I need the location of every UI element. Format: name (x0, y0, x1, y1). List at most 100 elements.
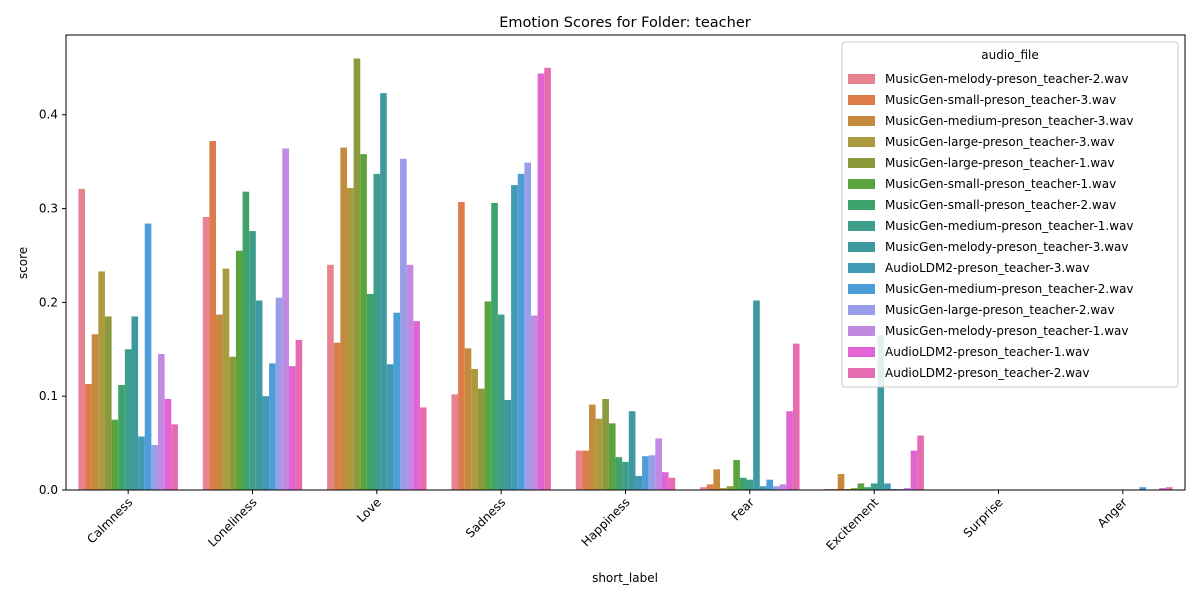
bar (340, 147, 347, 490)
bar (870, 483, 878, 490)
bar (216, 314, 223, 490)
bar (171, 424, 178, 490)
legend-label: MusicGen-medium-preson_teacher-2.wav (885, 282, 1134, 296)
bar (393, 312, 401, 490)
bar (295, 339, 303, 490)
legend-swatch (848, 263, 875, 273)
bar (904, 488, 911, 490)
bar (713, 469, 720, 490)
legend-label: MusicGen-melody-preson_teacher-1.wav (885, 324, 1128, 338)
bar (413, 321, 420, 490)
bar (158, 353, 165, 490)
bar (386, 364, 394, 490)
bar (531, 315, 538, 490)
bar (269, 363, 276, 490)
legend-label: MusicGen-large-preson_teacher-2.wav (885, 303, 1115, 317)
bar (615, 457, 623, 490)
bar (373, 173, 381, 490)
bar (104, 316, 112, 490)
bar (719, 488, 727, 490)
bar (786, 411, 793, 490)
bar (700, 487, 707, 490)
bar (857, 483, 865, 490)
bar (917, 435, 924, 490)
bar (524, 162, 532, 490)
bar (661, 472, 669, 490)
legend-swatch (848, 116, 875, 126)
bar (622, 461, 629, 490)
legend-label: MusicGen-medium-preson_teacher-3.wav (885, 114, 1134, 128)
bars-layer (78, 58, 1173, 491)
legend-swatch (848, 305, 875, 315)
bar (164, 399, 172, 490)
x-tick-label: Anger (1095, 495, 1130, 530)
bar (262, 396, 270, 490)
bar (366, 293, 374, 490)
legend-box (841, 41, 1179, 388)
bar (275, 297, 283, 490)
legend-label: AudioLDM2-preson_teacher-2.wav (885, 366, 1089, 380)
legend-label: MusicGen-large-preson_teacher-1.wav (885, 156, 1115, 170)
bar (1165, 487, 1173, 490)
x-tick-label: Surprise (961, 495, 1006, 540)
bar (517, 173, 525, 490)
bar (138, 436, 145, 490)
bar (766, 479, 774, 490)
bar (595, 418, 603, 490)
bar (491, 202, 498, 490)
y-tick-label: 0.1 (39, 389, 58, 403)
x-tick-label: Fear (729, 495, 757, 523)
y-tick-label: 0.3 (39, 202, 58, 216)
bar (759, 486, 767, 490)
bar (1139, 487, 1147, 490)
bar (635, 475, 643, 490)
bar (544, 67, 551, 490)
bar (792, 343, 800, 490)
y-tick-label: 0.2 (39, 295, 58, 309)
legend-swatch (848, 74, 875, 84)
bar (124, 349, 132, 490)
bar (202, 217, 210, 490)
legend-label: AudioLDM2-preson_teacher-1.wav (885, 345, 1089, 359)
bar (229, 356, 236, 490)
bar (608, 423, 616, 490)
bar (78, 188, 86, 491)
bar (575, 450, 583, 490)
bar (864, 487, 871, 490)
legend-swatch (848, 179, 875, 189)
bar (602, 399, 609, 490)
bar (209, 141, 217, 490)
legend-label: AudioLDM2-preson_teacher-3.wav (885, 261, 1089, 275)
bar (380, 93, 387, 490)
bar (655, 438, 662, 490)
bar (850, 488, 858, 490)
y-tick-label: 0.0 (39, 483, 58, 497)
legend-label: MusicGen-medium-preson_teacher-1.wav (885, 219, 1134, 233)
bar (1159, 488, 1166, 490)
bar (779, 484, 787, 490)
bar (235, 250, 243, 490)
bar (706, 484, 714, 490)
bar (333, 342, 341, 490)
bar (484, 301, 492, 490)
bar (589, 404, 596, 490)
bar (282, 148, 289, 490)
bar (151, 444, 159, 490)
bar (511, 185, 518, 490)
bar (98, 271, 105, 490)
bar (288, 366, 296, 490)
bar (739, 477, 747, 490)
bar (131, 316, 139, 490)
bar (144, 223, 152, 490)
bar (242, 191, 250, 491)
bar (877, 335, 885, 490)
bar (746, 479, 754, 490)
x-tick-label: Happiness (579, 495, 633, 549)
bar (497, 314, 505, 490)
bar (837, 474, 845, 490)
legend-swatch (848, 326, 875, 336)
legend: audio_file MusicGen-melody-preson_teacher… (841, 41, 1179, 388)
bar (419, 407, 427, 490)
